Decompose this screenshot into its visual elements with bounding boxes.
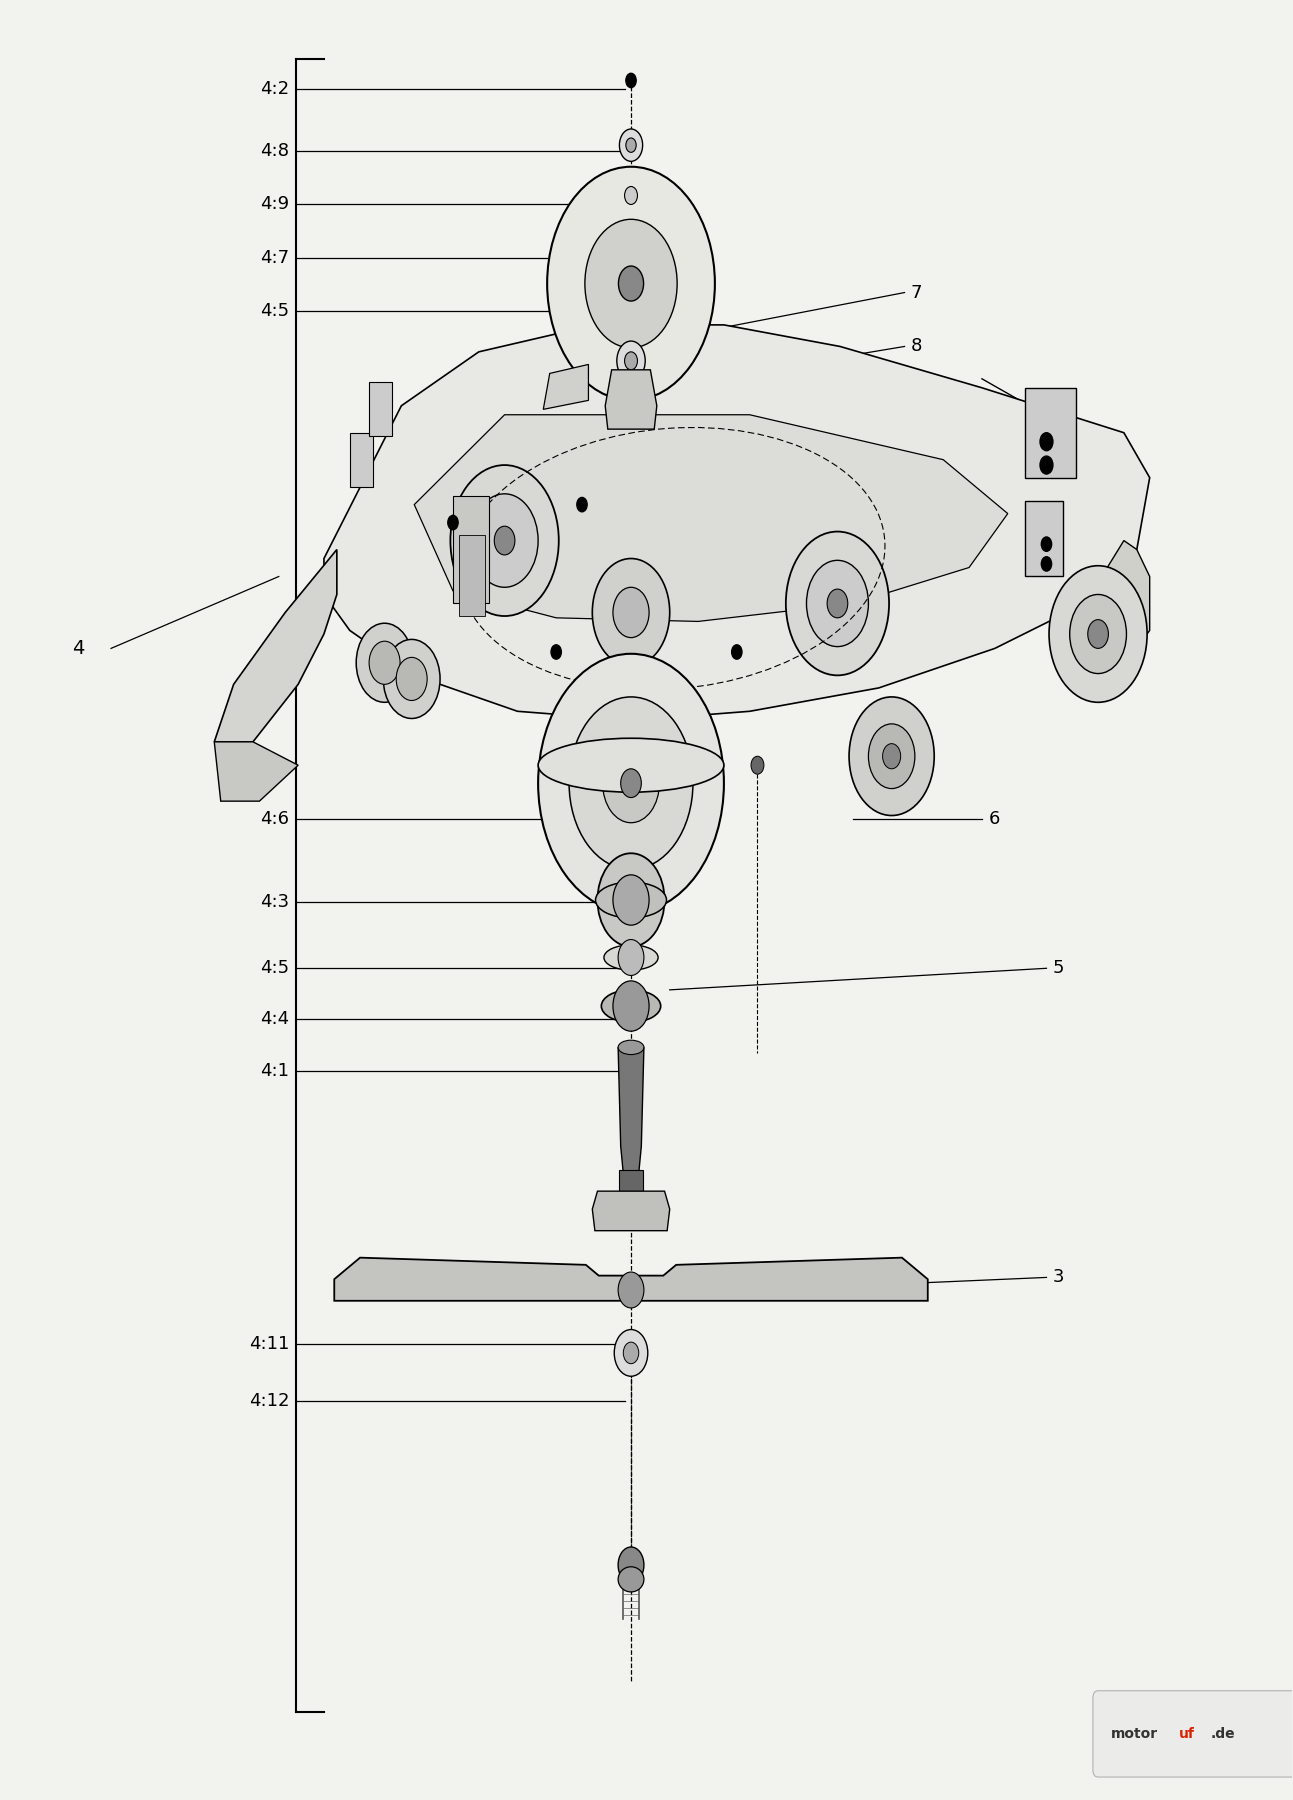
Text: 4:6: 4:6 [260, 810, 290, 828]
Circle shape [618, 1546, 644, 1582]
Circle shape [1049, 565, 1147, 702]
Polygon shape [605, 369, 657, 428]
Bar [369, 382, 392, 436]
Ellipse shape [596, 882, 666, 918]
Text: 4:12: 4:12 [248, 1393, 290, 1411]
Polygon shape [335, 1258, 928, 1301]
Circle shape [618, 940, 644, 976]
Circle shape [732, 644, 742, 659]
Circle shape [1069, 594, 1126, 673]
Circle shape [618, 266, 644, 301]
Circle shape [625, 187, 637, 205]
Ellipse shape [538, 738, 724, 792]
Circle shape [494, 526, 515, 554]
Circle shape [471, 493, 538, 587]
Circle shape [614, 1330, 648, 1377]
Circle shape [1041, 556, 1051, 571]
Text: 3: 3 [1053, 1269, 1064, 1287]
Circle shape [603, 743, 659, 823]
Circle shape [356, 623, 412, 702]
Circle shape [547, 167, 715, 400]
Ellipse shape [618, 1040, 644, 1055]
Circle shape [625, 351, 637, 369]
Bar [349, 432, 372, 486]
Text: 6: 6 [988, 810, 999, 828]
Text: 4:8: 4:8 [260, 142, 290, 160]
Polygon shape [325, 324, 1149, 720]
Polygon shape [592, 1192, 670, 1231]
Text: .de: .de [1210, 1726, 1235, 1741]
FancyBboxPatch shape [1093, 1690, 1293, 1777]
Ellipse shape [604, 945, 658, 970]
Text: 4:3: 4:3 [260, 893, 290, 911]
Ellipse shape [601, 990, 661, 1022]
Circle shape [569, 697, 693, 869]
Circle shape [447, 515, 458, 529]
Circle shape [869, 724, 915, 788]
Circle shape [369, 641, 400, 684]
Circle shape [619, 130, 643, 162]
Circle shape [635, 378, 648, 396]
Circle shape [850, 697, 935, 815]
Circle shape [623, 1343, 639, 1364]
Circle shape [621, 769, 641, 797]
Circle shape [396, 657, 427, 700]
Bar [1024, 500, 1063, 576]
Circle shape [807, 560, 869, 646]
Text: 4:11: 4:11 [248, 1336, 290, 1354]
Bar [453, 495, 489, 603]
Text: 4:7: 4:7 [260, 250, 290, 268]
Circle shape [618, 1273, 644, 1309]
Text: 4: 4 [72, 639, 85, 657]
Ellipse shape [618, 1566, 644, 1591]
Circle shape [828, 589, 848, 617]
Circle shape [883, 743, 901, 769]
Circle shape [751, 756, 764, 774]
Circle shape [1040, 432, 1053, 450]
Circle shape [617, 340, 645, 380]
Text: 8: 8 [912, 337, 922, 355]
Text: 7: 7 [912, 284, 922, 302]
Bar [1024, 387, 1076, 477]
Polygon shape [215, 742, 299, 801]
Text: 4:5: 4:5 [260, 302, 290, 320]
Polygon shape [618, 1048, 644, 1174]
Text: 5: 5 [1053, 959, 1064, 977]
Circle shape [584, 220, 678, 347]
Circle shape [551, 644, 561, 659]
Circle shape [613, 875, 649, 925]
Circle shape [383, 639, 440, 718]
Circle shape [654, 662, 665, 677]
Text: 4:4: 4:4 [260, 1010, 290, 1028]
Circle shape [577, 497, 587, 511]
Circle shape [538, 653, 724, 913]
Circle shape [786, 531, 890, 675]
Circle shape [450, 464, 559, 616]
Circle shape [592, 558, 670, 666]
Circle shape [1040, 455, 1053, 473]
Text: motor: motor [1111, 1726, 1159, 1741]
Circle shape [597, 853, 665, 947]
Circle shape [613, 981, 649, 1031]
Circle shape [1087, 619, 1108, 648]
Bar [459, 535, 485, 616]
Circle shape [626, 74, 636, 88]
Polygon shape [1059, 540, 1149, 675]
Polygon shape [414, 414, 1007, 621]
Circle shape [626, 139, 636, 153]
Text: 4:1: 4:1 [260, 1062, 290, 1080]
Polygon shape [543, 364, 588, 409]
Text: 4:9: 4:9 [260, 196, 290, 214]
Circle shape [613, 587, 649, 637]
Text: 4:5: 4:5 [260, 959, 290, 977]
Text: uf: uf [1179, 1726, 1195, 1741]
Bar [619, 1170, 643, 1210]
Polygon shape [215, 549, 337, 742]
Text: 4:2: 4:2 [260, 81, 290, 99]
Circle shape [618, 178, 644, 214]
Circle shape [1041, 536, 1051, 551]
